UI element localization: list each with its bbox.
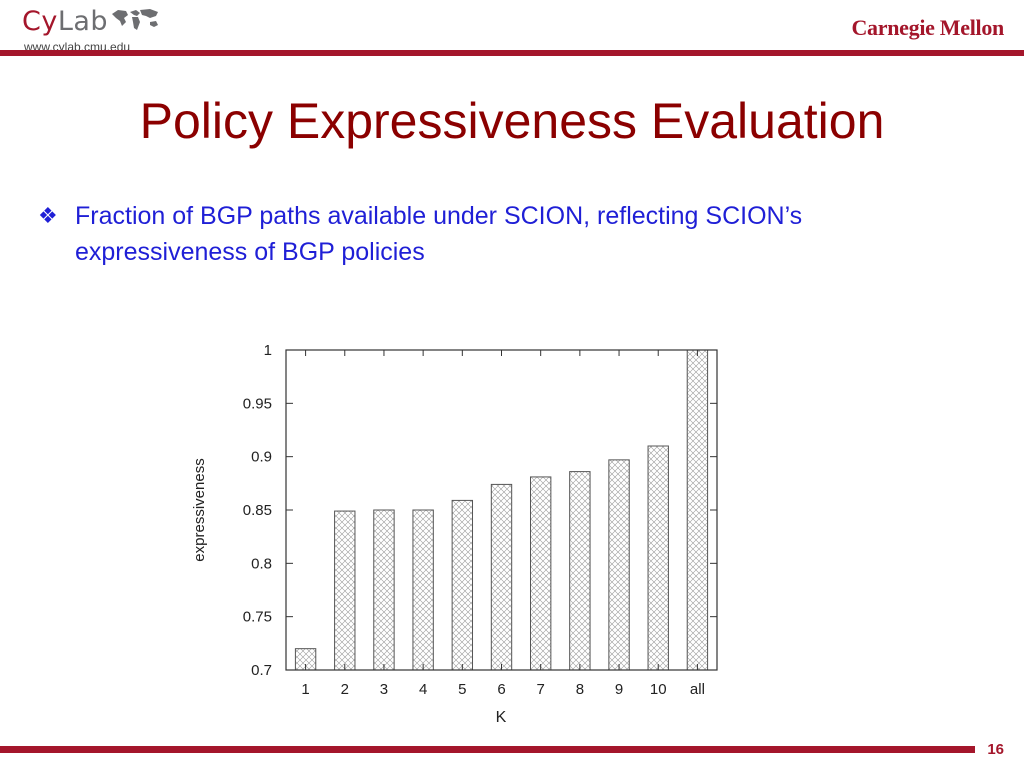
- bar-6: [490, 483, 513, 671]
- y-tick-label: 0.95: [243, 395, 272, 412]
- y-tick-label: 0.85: [243, 502, 272, 519]
- cylab-logo: CyLab: [22, 6, 108, 37]
- y-axis-label: expressiveness: [191, 458, 208, 561]
- header-divider: [0, 50, 1024, 56]
- plot-area: 0.7 0.75 0.8 0.85 0.9 0.95 1 1 2 3 4 5 6 7 8 9 10 all: [243, 342, 717, 698]
- y-tick-label: 0.75: [243, 609, 272, 626]
- y-tick-label: 0.9: [251, 449, 272, 466]
- y-tick-label: 0.7: [251, 662, 272, 679]
- bar-5: [451, 499, 474, 671]
- x-axis-label: K: [496, 709, 507, 726]
- x-tick-label: 6: [497, 681, 505, 698]
- cylab-wordmark: CyLab: [22, 6, 108, 37]
- y-tick-label: 0.8: [251, 555, 272, 572]
- x-tick-label: 7: [537, 681, 545, 698]
- bar-4: [412, 509, 434, 671]
- x-tick-label: 3: [380, 681, 388, 698]
- x-tick-label: 4: [419, 681, 427, 698]
- x-tick-label: 10: [650, 681, 667, 698]
- logo-lab-text: Lab: [57, 6, 109, 37]
- x-tick-label: 2: [341, 681, 349, 698]
- bar-all: [686, 349, 709, 671]
- bar-2: [334, 510, 356, 671]
- bar-7: [529, 476, 552, 671]
- x-tick-label: 5: [458, 681, 466, 698]
- cmu-wordmark: Carnegie Mellon: [851, 15, 1004, 40]
- world-map-icon: [112, 9, 158, 30]
- bar-10: [647, 445, 669, 671]
- slide-title: Policy Expressiveness Evaluation: [139, 93, 885, 149]
- logo-cy-text: Cy: [22, 6, 58, 37]
- footer-divider: [0, 746, 975, 753]
- y-tick-label: 1: [264, 342, 272, 359]
- diamond-four-icon: ❖: [38, 203, 58, 228]
- expressiveness-chart: 0.7 0.75 0.8 0.85 0.9 0.95 1 1 2 3 4 5 6 7 8 9 10 all exp…: [191, 342, 718, 726]
- x-tick-label: 8: [576, 681, 584, 698]
- x-tick-label: all: [690, 681, 705, 698]
- bar-9: [608, 459, 630, 671]
- bullet-item: ❖ Fraction of BGP paths available under …: [38, 198, 938, 270]
- bar-3: [373, 509, 395, 671]
- x-tick-label: 9: [615, 681, 623, 698]
- page-number: 16: [987, 741, 1004, 758]
- bar-8: [569, 471, 591, 671]
- x-tick-label: 1: [301, 681, 309, 698]
- plot-frame: [285, 349, 718, 671]
- bullet-text: Fraction of BGP paths available under SC…: [75, 202, 803, 266]
